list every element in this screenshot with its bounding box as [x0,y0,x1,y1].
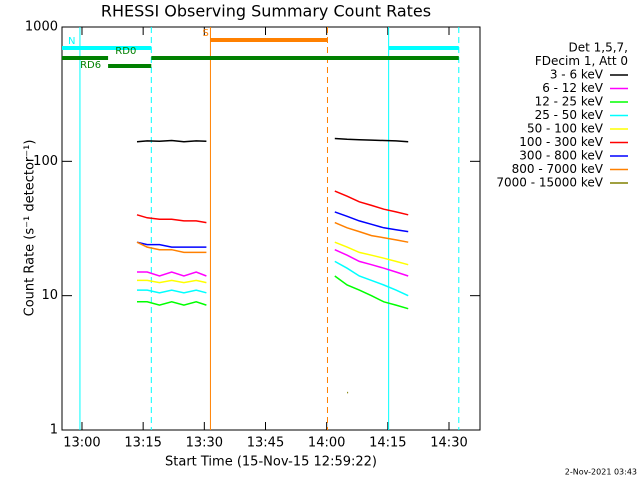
series-line [136,137,409,143]
series-line [137,260,409,297]
y-tick-label: 1 [50,423,58,438]
y-axis-label: Count Rate (s⁻¹ detector⁻¹) [23,140,38,317]
legend-header: FDecim 1, Att 0 [535,54,628,68]
legend-header: Det 1,5,7, [569,41,629,55]
legend-label: 100 - 300 keV [519,135,603,149]
x-tick-label: 14:00 [308,436,345,451]
legend-label: 800 - 7000 keV [512,162,604,176]
flag-label: S [202,28,208,39]
series-line [137,249,409,277]
x-tick-label: 13:30 [186,436,223,451]
legend-label: 6 - 12 keV [542,81,604,95]
legend-label: 25 - 50 keV [535,108,604,122]
series-line [137,241,409,284]
flag-label: RD0 [115,46,136,57]
x-tick-label: 14:30 [430,436,467,451]
series-line [136,221,409,254]
y-tick-label: 100 [33,154,58,169]
legend-label: 50 - 100 keV [527,122,604,136]
series-line [136,190,409,224]
chart-title: RHESSI Observing Summary Count Rates [101,2,431,21]
legend-label: 300 - 800 keV [519,149,603,163]
x-tick-label: 13:45 [247,436,284,451]
x-tick-label: 13:15 [124,436,161,451]
legend-label: 7000 - 15000 keV [496,176,603,190]
x-tick-label: 14:15 [369,436,406,451]
flag-label: RD6 [80,60,101,71]
flag-label: N [68,36,75,47]
x-axis-label: Start Time (15-Nov-15 12:59:22) [165,455,377,470]
x-tick-label: 13:00 [63,436,100,451]
y-tick-label: 1000 [25,20,58,35]
legend-label: 12 - 25 keV [535,95,604,109]
plot-frame [61,26,481,431]
footer: 2-Nov-2021 03:43 [565,468,637,477]
series-line [137,275,409,310]
y-tick-label: 10 [41,288,58,303]
series-line [136,211,409,248]
legend-label: 3 - 6 keV [550,68,604,82]
